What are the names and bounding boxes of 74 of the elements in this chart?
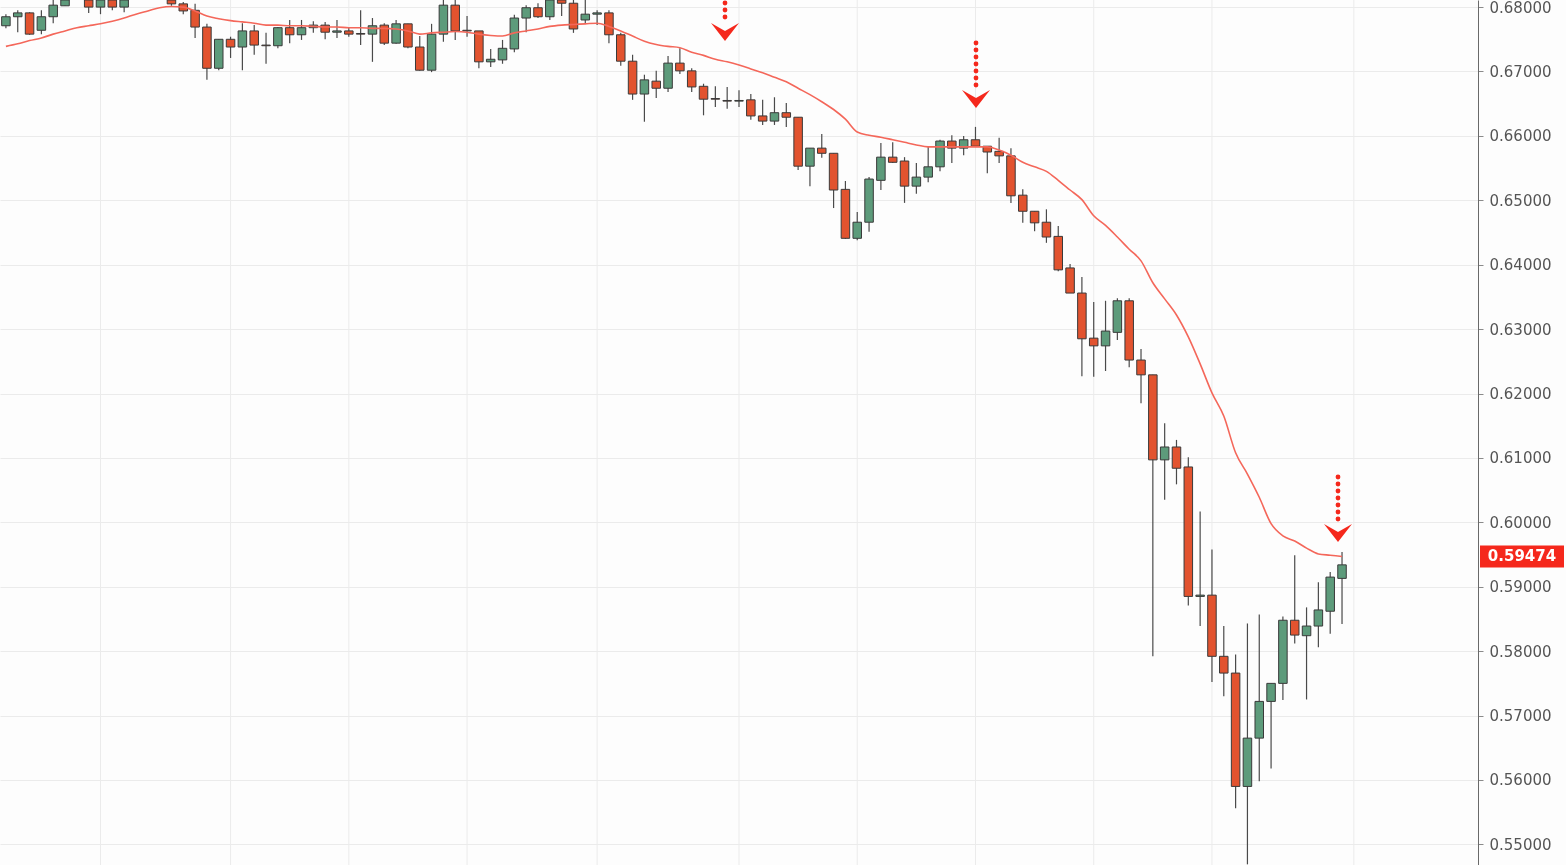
y-tick-label: 0.56000 (1489, 771, 1552, 790)
y-tick-label: 0.62000 (1489, 385, 1552, 404)
candlestick (497, 39, 508, 65)
candlestick (769, 96, 780, 126)
candlestick (261, 32, 271, 65)
candlestick (911, 162, 922, 195)
candlestick (876, 142, 886, 191)
candlestick (1219, 625, 1229, 697)
candlestick (521, 4, 531, 33)
text: 0.59474 (1487, 547, 1557, 566)
y-tick-label: 0.60000 (1489, 513, 1552, 532)
candlestick (1100, 300, 1111, 372)
candlestick (1136, 348, 1146, 404)
y-tick-label: 0.59000 (1489, 578, 1552, 597)
candlestick (296, 19, 307, 41)
candlestick (580, 0, 591, 25)
candlestick (1301, 606, 1312, 701)
candlestick (923, 145, 933, 183)
candlestick (757, 99, 768, 126)
candlestick (817, 133, 827, 159)
y-tick-label: 0.67000 (1489, 62, 1552, 81)
candlestick (734, 89, 744, 108)
candlestick (485, 48, 496, 68)
candlestick (332, 19, 342, 39)
candlestick (190, 3, 200, 39)
line-series (5, 5, 1343, 558)
candlestick (592, 9, 602, 26)
candlestick (237, 22, 248, 71)
candlestick (698, 83, 709, 116)
candlestick (1171, 439, 1182, 485)
candlestick (1266, 682, 1276, 769)
candlestick (24, 11, 35, 36)
candlestick (887, 141, 898, 164)
candlestick (48, 0, 58, 24)
candlestick (249, 24, 259, 56)
candlestick (639, 74, 650, 123)
y-tick-label: 0.66000 (1489, 127, 1552, 146)
candlestick (462, 15, 472, 38)
candlestick (994, 137, 1004, 164)
candlestick (225, 36, 236, 59)
candlestick (1029, 210, 1040, 232)
candlestick (36, 9, 47, 35)
candlestick (1195, 510, 1205, 627)
y-tick-label: 0.65000 (1489, 191, 1552, 210)
candlestick (355, 9, 366, 46)
y-tick-label: 0.64000 (1489, 256, 1552, 275)
y-tick-label: 0.58000 (1489, 642, 1552, 661)
candlestick (1313, 581, 1324, 648)
candlestick (1041, 208, 1052, 244)
candlestick (722, 86, 732, 110)
y-tick-label: 0.55000 (1489, 835, 1552, 854)
candlestick (284, 19, 295, 44)
candlestick (781, 102, 792, 128)
y-tick-label: 0.61000 (1489, 449, 1552, 468)
candlestick (746, 93, 756, 121)
candlestick (805, 147, 815, 187)
candlestick (1337, 551, 1347, 625)
candlestick (273, 26, 283, 49)
y-tick-label: 0.57000 (1489, 707, 1552, 726)
candlestick (1018, 188, 1028, 224)
candlestick (1088, 301, 1099, 378)
candlestick (1289, 554, 1300, 645)
candlestick (604, 9, 614, 44)
y-tick-label: 0.68000 (1489, 0, 1552, 17)
candlestick (415, 35, 425, 72)
candlestick (651, 70, 661, 99)
candlestick (686, 67, 697, 93)
candlestick (710, 85, 721, 108)
candlestick (675, 47, 685, 75)
candlestick (12, 9, 23, 33)
candlestick (1159, 422, 1170, 501)
y-tick-label: 0.63000 (1489, 320, 1552, 339)
candlestick (852, 211, 862, 241)
candlestick (545, 0, 555, 21)
